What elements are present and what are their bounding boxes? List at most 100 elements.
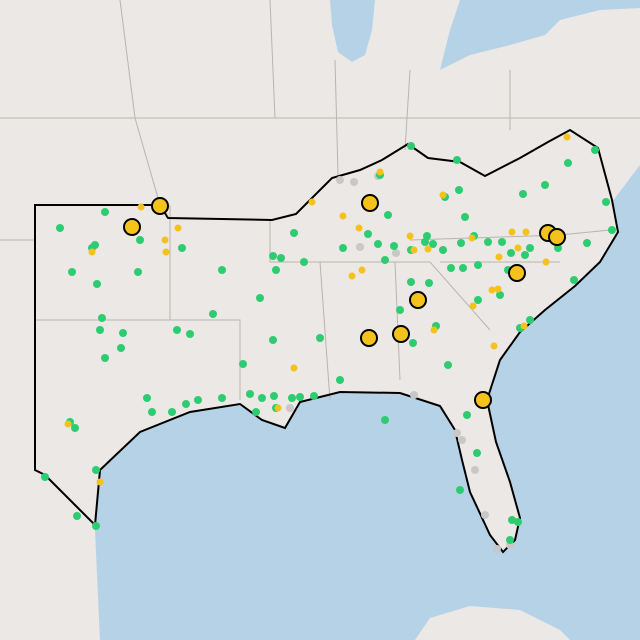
major-alert-marker: [548, 228, 566, 246]
active-marker: [564, 159, 572, 167]
alert-marker: [174, 224, 182, 232]
active-marker: [73, 512, 81, 520]
active-marker: [439, 246, 447, 254]
active-marker: [209, 310, 217, 318]
alert-marker: [430, 326, 438, 334]
active-marker: [506, 536, 514, 544]
active-marker: [300, 258, 308, 266]
active-marker: [496, 291, 504, 299]
alert-marker: [64, 420, 72, 428]
active-marker: [570, 276, 578, 284]
alert-marker: [137, 203, 145, 211]
active-marker: [447, 264, 455, 272]
active-marker: [186, 330, 194, 338]
active-marker: [296, 393, 304, 401]
active-marker: [239, 360, 247, 368]
active-marker: [270, 392, 278, 400]
major-alert-marker: [409, 291, 427, 309]
active-marker: [514, 518, 522, 526]
active-marker: [484, 238, 492, 246]
major-alert-marker: [474, 391, 492, 409]
active-marker: [310, 392, 318, 400]
active-marker: [256, 294, 264, 302]
active-marker: [608, 226, 616, 234]
active-marker: [277, 254, 285, 262]
active-marker: [272, 266, 280, 274]
major-alert-marker: [123, 218, 141, 236]
active-marker: [96, 326, 104, 334]
major-alert-marker: [361, 194, 379, 212]
active-marker: [381, 256, 389, 264]
active-marker: [134, 268, 142, 276]
active-marker: [526, 244, 534, 252]
active-marker: [463, 411, 471, 419]
alert-marker: [274, 404, 282, 412]
active-marker: [178, 244, 186, 252]
active-marker: [407, 278, 415, 286]
alert-marker: [439, 191, 447, 199]
active-marker: [519, 190, 527, 198]
alert-marker: [410, 246, 418, 254]
active-marker: [507, 249, 515, 257]
active-marker: [148, 408, 156, 416]
active-marker: [461, 213, 469, 221]
alert-marker: [508, 228, 516, 236]
active-marker: [56, 224, 64, 232]
active-marker: [119, 329, 127, 337]
lake-michigan: [330, 0, 375, 62]
active-marker: [474, 261, 482, 269]
markers: [41, 133, 616, 553]
active-marker: [269, 336, 277, 344]
alert-marker: [88, 248, 96, 256]
active-marker: [425, 279, 433, 287]
major-alert-marker: [151, 197, 169, 215]
active-marker: [143, 394, 151, 402]
alert-marker: [495, 253, 503, 261]
active-marker: [98, 314, 106, 322]
alert-marker: [376, 168, 384, 176]
major-alert-marker: [360, 329, 378, 347]
active-marker: [101, 354, 109, 362]
active-marker: [258, 394, 266, 402]
active-marker: [591, 146, 599, 154]
alert-marker: [424, 245, 432, 253]
active-marker: [168, 408, 176, 416]
alert-marker: [522, 228, 530, 236]
active-marker: [457, 239, 465, 247]
active-marker: [136, 236, 144, 244]
offline-marker: [392, 249, 400, 257]
alert-marker: [96, 478, 104, 486]
active-marker: [290, 229, 298, 237]
active-marker: [364, 230, 372, 238]
alert-marker: [348, 272, 356, 280]
active-marker: [583, 239, 591, 247]
active-marker: [194, 396, 202, 404]
active-marker: [71, 424, 79, 432]
active-marker: [218, 394, 226, 402]
active-marker: [421, 238, 429, 246]
alert-marker: [161, 236, 169, 244]
active-marker: [339, 244, 347, 252]
major-alert-marker: [508, 264, 526, 282]
alert-marker: [563, 133, 571, 141]
alert-marker: [514, 244, 522, 252]
offline-marker: [481, 511, 489, 519]
active-marker: [455, 186, 463, 194]
alert-marker: [162, 248, 170, 256]
active-marker: [396, 306, 404, 314]
active-marker: [173, 326, 181, 334]
active-marker: [41, 473, 49, 481]
active-marker: [93, 280, 101, 288]
active-marker: [117, 344, 125, 352]
active-marker: [374, 240, 382, 248]
active-marker: [269, 252, 277, 260]
active-marker: [459, 264, 467, 272]
alert-marker: [490, 342, 498, 350]
cuba: [415, 606, 570, 640]
active-marker: [316, 334, 324, 342]
alert-marker: [542, 258, 550, 266]
alert-marker: [520, 322, 528, 330]
active-marker: [384, 211, 392, 219]
active-marker: [541, 181, 549, 189]
